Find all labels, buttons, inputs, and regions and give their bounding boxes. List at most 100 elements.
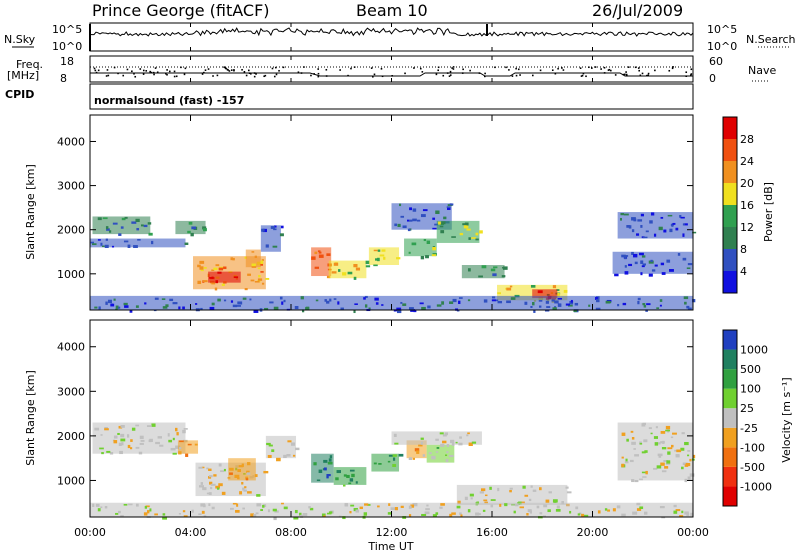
power-cell [502,266,508,270]
velocity-cell [687,450,691,452]
power-cell [628,225,632,229]
power-cell [396,257,401,260]
power-cell [436,304,442,307]
power-cell [264,307,269,310]
nave-point [562,69,565,71]
power-cell [217,271,222,274]
power-cell [471,237,477,239]
velocity-cell [655,426,658,429]
power-cell [465,225,469,229]
power-cell [654,264,658,267]
power-colorbar: 4 8 12 16 20 24 28 [722,116,754,294]
velocity-cell [281,502,284,505]
velocity-cell [170,447,176,451]
power-cell [283,299,286,303]
power-cell [608,301,612,304]
velocity-cell [349,478,354,482]
power-patch [90,238,186,248]
power-heatmap [90,203,697,314]
power-cell [244,256,247,259]
power-cell [569,301,574,305]
station-title: Prince George (fitACF) [92,1,270,20]
velocity-cell [271,449,275,453]
velocity-cell [194,443,198,446]
power-colorbar-label: Power [dB] [762,182,775,242]
power-cell [375,258,378,261]
velocity-cell [175,427,178,432]
power-cell [115,305,119,309]
power-cell [619,217,622,221]
power-cell [124,216,128,219]
velocity-colorbar-swatch [723,408,737,428]
velocity-cell [123,503,128,506]
velocity-cell [639,506,644,510]
velocity-cell [256,503,262,507]
power-cell [451,236,456,238]
power-cell [506,287,512,291]
nave-point [508,69,510,71]
velocity-cell [344,503,349,507]
power-cell [639,252,644,256]
nsky-trace [89,27,694,37]
power-cell [202,280,208,283]
velocity-cell [318,469,323,474]
power-cell [92,243,97,246]
velocity-cell [244,486,247,489]
power-y-tick-label: 1000 [57,268,85,281]
velocity-cell [439,432,444,435]
nave-point [216,74,219,77]
nave-point [625,71,627,73]
power-cell [642,263,646,266]
power-cell [365,260,370,265]
velocity-cell [469,493,474,497]
freq-bottom-tick: 8 [60,72,67,85]
velocity-cell [682,462,688,466]
power-cell [645,309,648,312]
time-tick-label: 12:00 [376,526,408,539]
power-cell [211,302,215,306]
velocity-cell [666,460,671,464]
time-tick-label: 00:00 [677,526,709,539]
nave-point [212,75,214,77]
power-cell [223,281,227,284]
power-cell [363,297,366,300]
power-cell [596,299,600,303]
power-cell [422,209,428,212]
power-cell [98,306,101,310]
velocity-cell [445,458,449,463]
velocity-cell [566,491,572,494]
nave-point [241,68,243,71]
velocity-cell [621,513,626,517]
power-cell [557,293,560,297]
power-cell [261,259,264,261]
nave-point [297,71,300,74]
power-cell [329,298,332,302]
velocity-cell [673,510,678,514]
velocity-cell [639,478,643,481]
velocity-cell [497,487,500,492]
nave-point [93,67,96,70]
power-cell [317,250,321,252]
velocity-cell [527,509,532,513]
power-cell [532,301,535,306]
power-cell [551,299,555,302]
velocity-cell [256,494,261,497]
velocity-cell [209,475,213,478]
velocity-cell [162,513,166,516]
velocity-cell [457,500,461,504]
power-cell [595,307,601,311]
power-cell [108,230,112,233]
nave-point [625,73,628,76]
velocity-colorbar-tick: -100 [740,441,765,454]
power-cell [373,264,378,267]
power-cell [411,242,417,246]
nave-point [271,67,274,70]
velocity-cell [242,507,245,510]
power-cell [682,233,685,237]
velocity-cell [398,453,404,457]
velocity-cell [388,454,394,457]
velocity-cell [643,439,648,443]
power-cell [637,300,640,305]
velocity-cell [545,499,550,503]
velocity-cell [689,473,695,477]
